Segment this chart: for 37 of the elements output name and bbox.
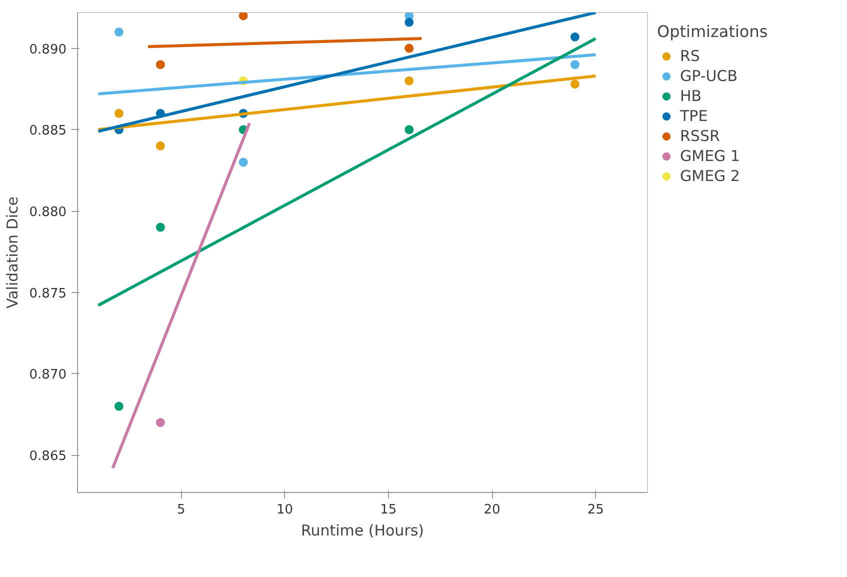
y-axis-title: Validation Dice: [3, 196, 22, 309]
point: [404, 18, 414, 27]
legend-label: GP-UCB: [680, 67, 738, 85]
point: [156, 60, 165, 70]
y-tick-label: 0.870: [29, 368, 66, 383]
x-axis-title: Runtime (Hours): [300, 522, 424, 540]
y-tick-label: 0.885: [29, 124, 66, 139]
legend-label: HB: [680, 87, 702, 105]
point: [404, 125, 414, 134]
legend-title: Optimizations: [657, 22, 768, 41]
point: [570, 80, 580, 89]
point: [156, 141, 165, 150]
legend-label: TPE: [680, 107, 708, 125]
x-tick-label: 20: [484, 502, 500, 518]
legend-label: RS: [680, 47, 700, 65]
point: [156, 418, 165, 428]
point: [114, 28, 124, 37]
y-tick-label: 0.880: [29, 205, 66, 220]
x-tick-label: 25: [587, 502, 604, 518]
x-tick-label: 15: [380, 502, 397, 518]
point: [114, 108, 124, 118]
point: [156, 222, 165, 232]
x-tick-label: 5: [177, 502, 186, 518]
y-tick-label: 0.875: [29, 286, 66, 302]
legend-label: RSSR: [680, 127, 720, 145]
legend-label: GMEG 2: [680, 167, 740, 185]
point: [570, 32, 580, 42]
point: [404, 44, 414, 53]
legend-label: GMEG 1: [680, 147, 740, 165]
point: [114, 402, 124, 411]
point: [238, 158, 248, 167]
y-tick-label: 0.865: [29, 449, 66, 464]
y-tick-label: 0.890: [29, 42, 66, 58]
point: [238, 12, 248, 20]
point: [570, 60, 580, 70]
x-tick-label: 10: [276, 502, 294, 518]
point: [404, 76, 414, 86]
